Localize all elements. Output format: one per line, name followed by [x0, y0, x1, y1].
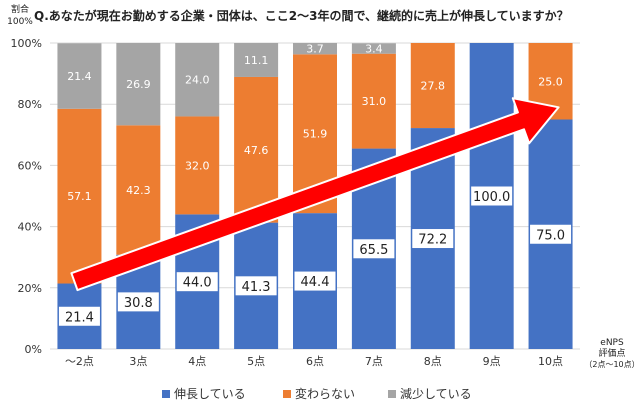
x-axis-label-line2: 評価点	[598, 347, 625, 359]
bar-segment	[175, 43, 220, 117]
x-axis-label-line1: eNPS	[600, 338, 624, 348]
value-label: 3.4	[365, 43, 383, 56]
value-label: 41.3	[242, 280, 271, 295]
value-label: 65.5	[359, 243, 388, 258]
legend-swatch	[162, 390, 170, 398]
x-tick-label: 9点	[483, 355, 501, 368]
y-tick-label: 0%	[25, 343, 42, 356]
value-label: 44.4	[301, 275, 330, 290]
x-tick-label: 10点	[538, 355, 563, 368]
value-label: 25.0	[538, 75, 563, 88]
value-label: 32.0	[185, 159, 210, 172]
value-label: 24.0	[185, 74, 210, 87]
bar-segment	[116, 43, 161, 126]
value-label: 27.8	[421, 80, 446, 93]
bar-segment	[293, 43, 337, 55]
value-label: 11.1	[244, 54, 269, 67]
x-tick-label: 7点	[365, 355, 383, 368]
y-tick-labels: 0% 20% 40% 60% 80% 100%	[11, 37, 42, 356]
value-label: 21.4	[65, 310, 94, 325]
value-label: 47.6	[244, 144, 269, 157]
y-axis-label-line2: 100%	[7, 17, 33, 27]
value-label: 26.9	[126, 78, 151, 91]
x-tick-label: 8点	[424, 355, 442, 368]
y-tick-label: 40%	[18, 221, 42, 234]
value-label-box	[294, 271, 336, 291]
legend-label: 減少している	[400, 386, 472, 401]
bar-segment	[351, 53, 396, 149]
value-label: 3.7	[306, 43, 324, 56]
y-tick-label: 20%	[18, 282, 42, 295]
bar-segment	[351, 43, 396, 54]
bar-segment	[57, 43, 102, 109]
x-tick-label: 5点	[247, 355, 265, 368]
bar-segment	[410, 43, 455, 129]
value-label: 42.3	[126, 184, 151, 197]
value-label-box	[530, 224, 572, 244]
legend-label: 変わらない	[295, 386, 355, 401]
bar-segment	[116, 125, 161, 255]
x-tick-label: ～2点	[65, 355, 94, 368]
y-tick-label: 100%	[11, 37, 42, 50]
chart-title: Q.あなたが現在お勤めする企業・団体は、ここ2～3年の間で、継続的に売上が伸長し…	[34, 8, 569, 23]
value-label: 100.0	[473, 190, 510, 205]
value-label: 75.0	[536, 228, 565, 243]
bar-segment	[234, 76, 279, 223]
value-label: 30.8	[124, 296, 153, 311]
x-tick-label: 6点	[306, 355, 324, 368]
value-label-box	[353, 239, 395, 259]
legend-label: 伸長している	[174, 387, 246, 401]
x-tick-label: 3点	[129, 355, 147, 368]
y-axis-label-line1: 割合	[11, 3, 29, 15]
legend: 伸長している 変わらない 減少している	[162, 386, 472, 401]
x-tick-labels: ～2点 3点 4点 5点 6点 7点 8点 9点 10点	[65, 355, 563, 368]
y-tick-label: 60%	[18, 159, 42, 172]
x-tick-label: 4点	[188, 355, 206, 368]
value-label: 44.0	[183, 276, 212, 291]
value-label-box	[412, 229, 454, 249]
bar-segment	[234, 43, 279, 77]
value-label: 57.1	[67, 190, 92, 203]
value-label: 51.9	[303, 128, 328, 141]
value-label-box	[117, 292, 159, 312]
value-label: 21.4	[67, 70, 92, 83]
value-label: 72.2	[418, 233, 447, 248]
value-label-box	[235, 276, 277, 296]
x-axis-label-line3: （2点～10点）	[584, 360, 639, 369]
legend-swatch	[283, 390, 291, 398]
value-label-box	[58, 306, 100, 326]
bar-segment	[57, 108, 102, 284]
trend-arrow-shape	[70, 97, 560, 292]
y-tick-label: 80%	[18, 98, 42, 111]
bar-segment	[175, 116, 220, 215]
value-label: 31.0	[362, 95, 387, 108]
value-label-box	[176, 272, 218, 292]
trend-arrow	[70, 97, 560, 292]
legend-swatch	[388, 390, 396, 398]
value-label-box	[471, 186, 513, 206]
